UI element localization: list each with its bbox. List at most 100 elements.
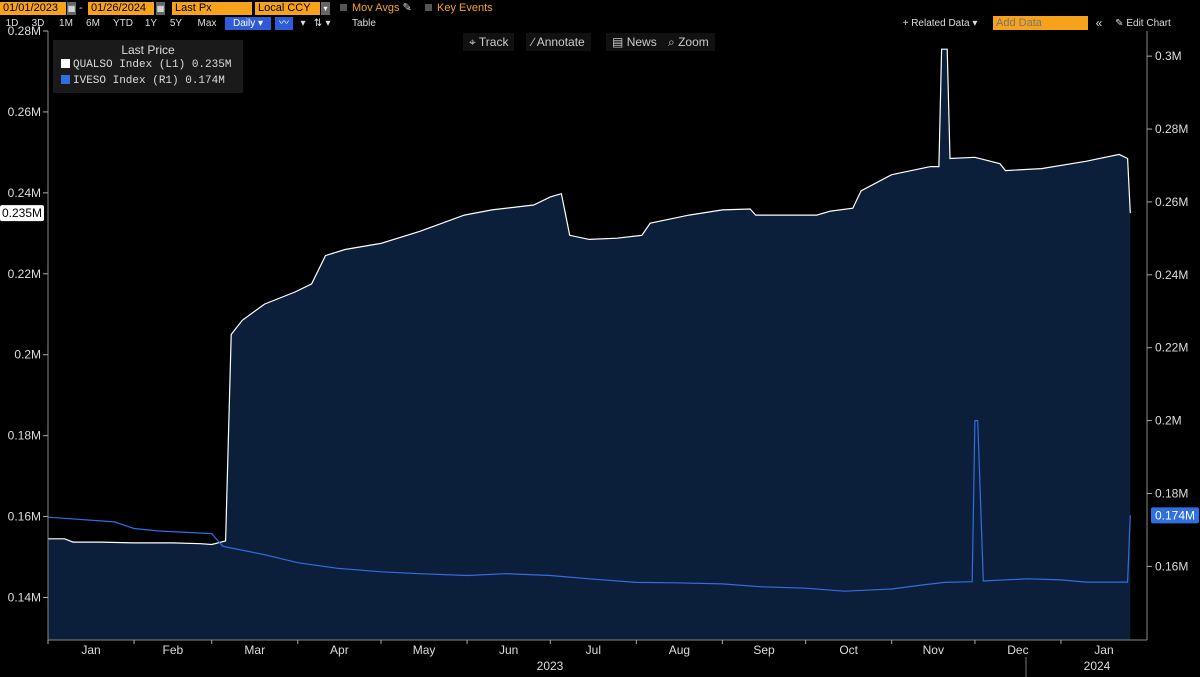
crosshair-icon: ⌖ bbox=[469, 35, 476, 49]
period-6m[interactable]: 6M bbox=[86, 18, 100, 29]
x-axis-labels: Jan Feb Mar Apr May Jun Jul Aug Sep Oct Nov Dec Jan 2… bbox=[47, 640, 1114, 677]
qualso-last-value-flag bbox=[0, 205, 44, 222]
x-axis-year-label: 2023 bbox=[537, 659, 564, 673]
period-1y[interactable]: 1Y bbox=[144, 18, 158, 29]
period-1d[interactable]: 1D bbox=[5, 18, 19, 29]
right-axis-tick-label: 0.3M bbox=[1155, 49, 1182, 63]
chart-type-dropdown-icon[interactable]: ▾ bbox=[300, 18, 306, 29]
key-events-toggle[interactable]: Key Events bbox=[425, 2, 493, 15]
x-axis-month-label: Oct bbox=[839, 643, 858, 657]
legend-item-qualso[interactable]: QUALSO Index (L1) 0.235M bbox=[61, 59, 231, 71]
right-axis-tick-label: 0.24M bbox=[1155, 268, 1188, 282]
x-axis-month-label: Dec bbox=[1007, 643, 1028, 657]
news-button[interactable]: ▤ News bbox=[606, 33, 663, 51]
price-field-select[interactable]: Last Px bbox=[172, 2, 252, 15]
left-axis-tick-label: 0.28M bbox=[8, 24, 41, 38]
x-axis-month-label: Jun bbox=[499, 643, 518, 657]
qualso-series-line bbox=[48, 48, 1131, 546]
left-axis-tick-label: 0.2M bbox=[14, 348, 41, 362]
iveso-last-value-flag bbox=[1151, 507, 1199, 524]
iveso-last-value-label: 0.174M bbox=[1155, 508, 1195, 522]
right-axis-tick-label: 0.22M bbox=[1155, 341, 1188, 355]
period-ytd[interactable]: YTD bbox=[113, 18, 133, 29]
edit-chart-label: Edit Chart bbox=[1126, 18, 1171, 29]
iveso-series-line bbox=[47, 420, 1131, 592]
qualso-last-value-label: 0.235M bbox=[2, 206, 42, 220]
mov-avgs-toggle[interactable]: Mov Avgs ✎ bbox=[340, 2, 412, 15]
legend-swatch-qualso bbox=[61, 59, 70, 68]
key-events-checkbox[interactable] bbox=[425, 4, 432, 11]
last-value-flags: 0.235M 0.174M bbox=[0, 205, 1199, 524]
options-dropdown-icon[interactable]: ▾ bbox=[325, 18, 331, 29]
chart-axes bbox=[47, 31, 1148, 641]
related-data-button[interactable]: + Related Data ▾ bbox=[895, 17, 985, 30]
right-axis-tick-label: 0.26M bbox=[1155, 195, 1188, 209]
annotate-button[interactable]: ∕ Annotate bbox=[526, 33, 591, 51]
news-label: News bbox=[626, 35, 657, 49]
left-axis-tick-label: 0.18M bbox=[8, 429, 41, 443]
collapse-panel-icon[interactable]: « bbox=[1095, 16, 1103, 30]
legend-title: Last Price bbox=[121, 43, 175, 57]
period-max[interactable]: Max bbox=[197, 18, 217, 29]
left-axis-ticks: 0.28M 0.26M 0.24M 0.22M 0.2M 0.18M 0.16M 0.14M bbox=[8, 24, 48, 605]
news-icon: ▤ bbox=[612, 35, 624, 49]
table-button[interactable]: Table bbox=[352, 18, 376, 29]
track-label: Track bbox=[478, 35, 509, 49]
add-data-input[interactable] bbox=[993, 16, 1088, 30]
x-axis-month-label: May bbox=[413, 643, 436, 657]
zoom-button[interactable]: ⌕ Zoom bbox=[662, 33, 715, 51]
chevron-down-icon: ▾ bbox=[257, 18, 264, 29]
line-chart-icon[interactable]: 〰 bbox=[275, 17, 293, 30]
left-axis-tick-label: 0.24M bbox=[8, 186, 41, 200]
legend-box: Last Price QUALSO Index (L1) 0.235M IVES… bbox=[53, 40, 243, 93]
related-data-label: + Related Data bbox=[902, 18, 970, 29]
date-separator: - bbox=[79, 2, 83, 14]
left-axis-tick-label: 0.22M bbox=[8, 267, 41, 281]
start-date-field[interactable]: 01/01/2023 bbox=[0, 2, 66, 15]
frequency-label: Daily bbox=[232, 18, 256, 29]
toolbar-row-1: 01/01/2023 ▦ - 01/26/2024 ▦ Last Px Loca… bbox=[0, 0, 1200, 16]
legend-label-qualso: QUALSO Index (L1) 0.235M bbox=[73, 59, 232, 71]
zoom-label: Zoom bbox=[678, 35, 709, 49]
annotate-label: Annotate bbox=[536, 35, 585, 49]
toolbar-row-2: 1D 3D 1M 6M YTD 1Y 5Y Max Daily ▾ 〰 ▾ ⇅ … bbox=[0, 16, 1200, 31]
edit-chart-button[interactable]: ✎ Edit Chart bbox=[1110, 17, 1176, 30]
qualso-area-fill bbox=[48, 49, 1131, 640]
start-date-calendar-icon[interactable]: ▦ bbox=[67, 2, 76, 15]
right-axis-tick-label: 0.28M bbox=[1155, 122, 1188, 136]
track-button[interactable]: ⌖ Track bbox=[463, 33, 515, 51]
sort-arrows-icon[interactable]: ⇅ bbox=[313, 18, 323, 29]
pencil-icon[interactable]: ✎ bbox=[402, 2, 412, 14]
currency-dropdown-icon[interactable]: ▾ bbox=[321, 2, 330, 15]
search-icon: ⌕ bbox=[668, 35, 675, 49]
legend-item-iveso[interactable]: IVESO Index (R1) 0.174M bbox=[61, 75, 225, 87]
period-1m[interactable]: 1M bbox=[59, 18, 73, 29]
period-5y[interactable]: 5Y bbox=[169, 18, 183, 29]
right-axis-tick-label: 0.16M bbox=[1155, 559, 1188, 573]
right-axis-ticks: 0.3M 0.28M 0.26M 0.24M 0.22M 0.2M 0.18M 0.16M bbox=[1147, 49, 1188, 573]
mov-avgs-label: Mov Avgs bbox=[352, 2, 400, 14]
left-axis-tick-label: 0.14M bbox=[8, 591, 41, 605]
x-axis-month-label: Nov bbox=[923, 643, 944, 657]
x-axis-month-label: Jan bbox=[81, 643, 100, 657]
x-axis-month-label: Mar bbox=[244, 643, 265, 657]
x-axis-month-label: Aug bbox=[669, 643, 690, 657]
x-axis-year-label: 2024 bbox=[1084, 659, 1111, 673]
chevron-down-icon: ▾ bbox=[972, 18, 978, 29]
x-axis-month-label: Sep bbox=[753, 643, 775, 657]
x-axis-month-label: Jul bbox=[586, 643, 601, 657]
right-axis-tick-label: 0.18M bbox=[1155, 486, 1188, 500]
frequency-select[interactable]: Daily ▾ bbox=[225, 17, 271, 30]
x-axis-month-label: Feb bbox=[163, 643, 184, 657]
currency-select[interactable]: Local CCY bbox=[255, 2, 320, 15]
end-date-field[interactable]: 01/26/2024 bbox=[88, 2, 154, 15]
edit-chart-icon: ✎ bbox=[1115, 18, 1124, 29]
right-axis-tick-label: 0.2M bbox=[1155, 414, 1182, 428]
legend-label-iveso: IVESO Index (R1) 0.174M bbox=[73, 75, 225, 87]
end-date-calendar-icon[interactable]: ▦ bbox=[156, 2, 165, 15]
pen-icon: ∕ bbox=[532, 35, 535, 49]
mov-avgs-checkbox[interactable] bbox=[340, 4, 347, 11]
x-axis-month-label: Jan bbox=[1094, 643, 1113, 657]
period-3d[interactable]: 3D bbox=[31, 18, 45, 29]
